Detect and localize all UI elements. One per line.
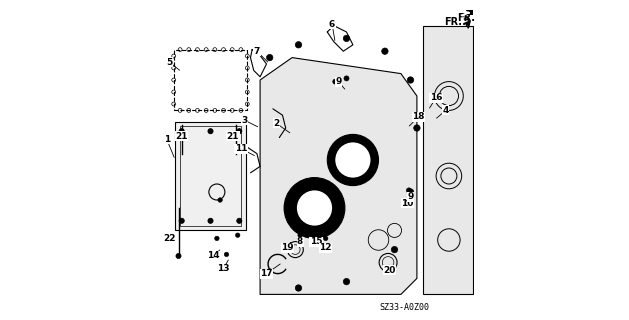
Circle shape — [218, 198, 222, 202]
Text: SZ33-A0Z00: SZ33-A0Z00 — [379, 303, 429, 312]
Text: 17: 17 — [260, 269, 273, 278]
Circle shape — [298, 233, 303, 237]
Polygon shape — [260, 58, 417, 294]
Circle shape — [343, 35, 350, 42]
Text: 19: 19 — [281, 244, 294, 252]
Text: 16: 16 — [430, 93, 442, 102]
Text: 7: 7 — [253, 47, 260, 56]
Text: 2: 2 — [273, 119, 279, 128]
Text: 10: 10 — [401, 199, 413, 208]
Text: 14: 14 — [208, 252, 220, 260]
Circle shape — [267, 269, 273, 275]
Circle shape — [408, 189, 414, 195]
Text: 13: 13 — [217, 264, 230, 273]
Circle shape — [291, 184, 338, 232]
Text: 6: 6 — [329, 20, 335, 28]
Polygon shape — [423, 26, 473, 294]
Circle shape — [323, 236, 328, 241]
Circle shape — [284, 178, 345, 238]
Text: 8: 8 — [297, 237, 303, 246]
Circle shape — [406, 188, 411, 193]
Text: FR.: FR. — [443, 17, 462, 28]
Circle shape — [179, 218, 184, 223]
Circle shape — [214, 236, 219, 241]
Circle shape — [237, 129, 242, 134]
Circle shape — [208, 129, 213, 134]
Text: 3: 3 — [241, 116, 247, 124]
Circle shape — [235, 233, 240, 237]
Circle shape — [382, 48, 388, 54]
Text: 11: 11 — [235, 144, 247, 153]
Circle shape — [267, 54, 273, 61]
Circle shape — [176, 253, 181, 259]
Circle shape — [225, 252, 229, 257]
Polygon shape — [465, 10, 473, 15]
Text: 21: 21 — [226, 132, 239, 140]
Circle shape — [179, 129, 184, 134]
Circle shape — [335, 142, 370, 178]
Text: 9: 9 — [335, 77, 342, 86]
Text: 1: 1 — [164, 135, 170, 144]
Text: FR.: FR. — [457, 13, 475, 23]
Circle shape — [237, 218, 242, 223]
Circle shape — [333, 79, 338, 84]
Text: 20: 20 — [384, 266, 396, 275]
Circle shape — [344, 76, 349, 81]
Circle shape — [208, 218, 213, 223]
Text: 4: 4 — [443, 106, 449, 115]
Text: 5: 5 — [167, 58, 173, 67]
Text: 9: 9 — [408, 192, 414, 201]
Circle shape — [297, 190, 332, 226]
Circle shape — [295, 285, 302, 291]
Circle shape — [327, 134, 379, 186]
Circle shape — [408, 77, 414, 83]
Text: 22: 22 — [164, 234, 176, 243]
Circle shape — [414, 125, 420, 131]
Polygon shape — [175, 122, 246, 230]
Text: 15: 15 — [310, 237, 322, 246]
Circle shape — [314, 230, 318, 234]
Circle shape — [295, 42, 302, 48]
Text: 12: 12 — [320, 244, 332, 252]
Text: 18: 18 — [412, 112, 425, 121]
Circle shape — [391, 246, 398, 253]
Text: 21: 21 — [175, 132, 188, 140]
Circle shape — [343, 278, 350, 285]
